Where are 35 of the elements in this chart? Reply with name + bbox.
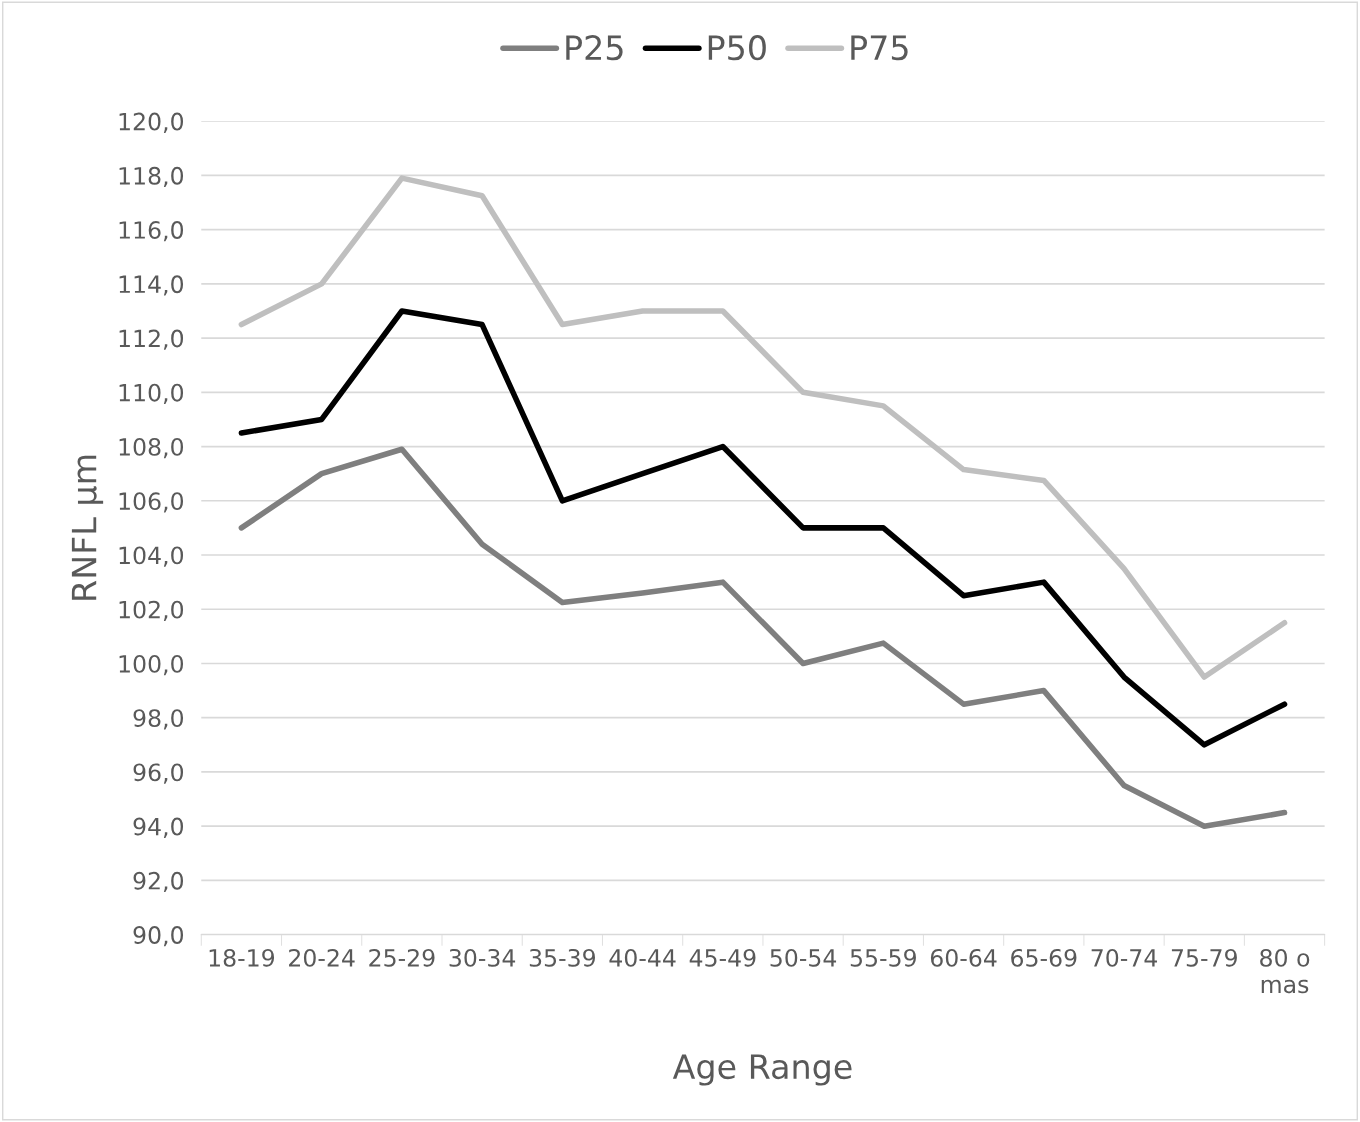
y-tick-label: 96,0 <box>133 763 184 784</box>
x-tick-label: 30-34 <box>449 948 516 967</box>
y-tick-label: 90,0 <box>133 926 184 947</box>
x-tick-label: 45-49 <box>689 948 756 967</box>
y-tick-label: 116,0 <box>119 221 184 242</box>
x-tick-label: 70-74 <box>1091 948 1158 967</box>
y-tick-label: 98,0 <box>133 709 184 730</box>
x-tick-label: 65-69 <box>1011 948 1077 967</box>
y-tick-label: 120,0 <box>119 112 184 133</box>
y-tick-label: 104,0 <box>119 546 184 567</box>
x-tick-label: 75-79 <box>1171 948 1237 967</box>
y-tick-label: 112,0 <box>119 329 184 350</box>
y-tick-label: 108,0 <box>119 438 184 459</box>
x-tick-label: 55-59 <box>850 948 916 967</box>
legend-label: P75 <box>851 35 908 61</box>
x-tick-label: 60-64 <box>930 948 997 967</box>
y-axis-title: RNFL µm <box>71 455 104 600</box>
x-tick-label: 18-19 <box>209 948 275 967</box>
y-tick-label: 110,0 <box>119 383 184 405</box>
y-tick-label: 92,0 <box>133 871 184 893</box>
y-tick-label: 100,0 <box>119 654 184 676</box>
x-tick-label: 25-29 <box>369 948 435 967</box>
y-tick-label: 106,0 <box>119 492 184 513</box>
y-tick-label: 102,0 <box>119 600 184 621</box>
x-tick-label: 50-54 <box>770 948 837 967</box>
y-tick-label: 114,0 <box>119 275 184 296</box>
x-tick-label: 20-24 <box>289 948 355 967</box>
y-tick-label: 94,0 <box>133 817 184 838</box>
x-tick-label: 80 o mas <box>1260 948 1310 994</box>
y-tick-label: 118,0 <box>119 166 184 188</box>
legend-label: P25 <box>566 35 623 61</box>
x-tick-label: 35-39 <box>529 948 595 967</box>
x-tick-label: 40-44 <box>609 948 676 967</box>
legend-label: P50 <box>708 35 766 61</box>
x-axis-title: Age Range <box>672 1054 852 1086</box>
